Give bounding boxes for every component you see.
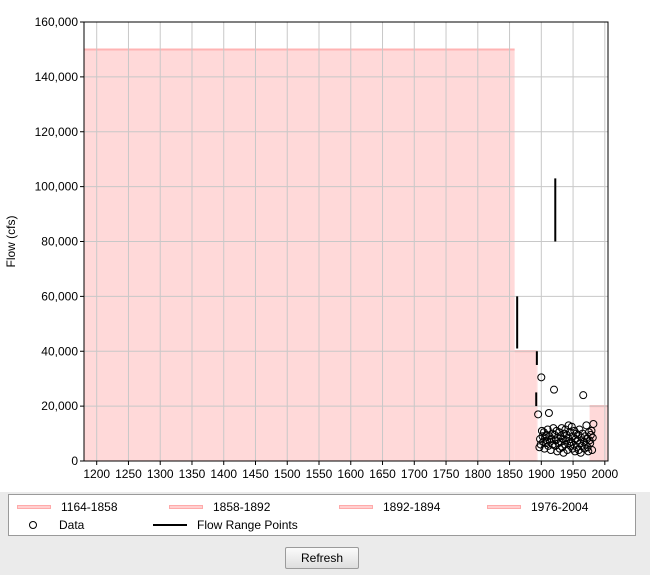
x-tick-label-7: 1550: [306, 467, 333, 481]
data-point-86: [588, 433, 597, 442]
legend-item-period-2: 1858-1892: [169, 498, 270, 516]
threshold-area-1: [84, 49, 515, 461]
refresh-button[interactable]: Refresh: [285, 547, 359, 569]
legend-label-period-2: 1858-1892: [213, 500, 271, 514]
x-tick-label-11: 1750: [433, 467, 460, 481]
y-axis-title: Flow (cfs): [4, 216, 18, 268]
x-tick-label-9: 1650: [369, 467, 396, 481]
data-point-79: [584, 447, 593, 456]
legend-label-period-4: 1976-2004: [531, 500, 589, 514]
chart-area: 1200 1250 1300 1350 1400 1450 1500 1550 1600 1650…: [0, 0, 650, 492]
legend-swatch-period-1: [17, 505, 51, 509]
y-tick-label-4: 80,000: [41, 235, 78, 249]
flow-chart: 1200 1250 1300 1350 1400 1450 1500 1550 1600 1650…: [4, 15, 618, 481]
x-tick-label-15: 1950: [560, 467, 587, 481]
legend-swatch-period-2: [169, 505, 203, 509]
x-tick-label-10: 1700: [401, 467, 428, 481]
data-point-3: [544, 408, 553, 417]
data-point-9: [537, 426, 546, 435]
legend-swatch-period-4: [487, 505, 521, 509]
legend-item-period-3: 1892-1894: [339, 498, 440, 516]
x-tick-label-3: 1350: [179, 467, 206, 481]
x-tick-label-0: 1200: [83, 467, 110, 481]
legend-item-data: Data: [17, 516, 84, 534]
y-tick-label-3: 60,000: [41, 289, 78, 303]
x-tick-label-14: 1900: [528, 467, 555, 481]
x-tick-label-4: 1400: [210, 467, 237, 481]
data-point-70: [577, 441, 586, 450]
y-tick-label-2: 40,000: [41, 344, 78, 358]
legend-label-period-3: 1892-1894: [383, 500, 441, 514]
x-tick-label-16: 2000: [591, 467, 618, 481]
y-tick-label-5: 100,000: [35, 180, 79, 194]
x-tick-label-2: 1300: [147, 467, 174, 481]
x-tick-label-13: 1850: [496, 467, 523, 481]
data-marker-icon: [29, 521, 37, 529]
y-tick-label-6: 120,000: [35, 125, 79, 139]
y-tick-label-0: 0: [71, 454, 78, 468]
legend-item-period-4: 1976-2004: [487, 498, 588, 516]
x-tick-label-6: 1500: [274, 467, 301, 481]
y-tick-label-1: 20,000: [41, 399, 78, 413]
data-point-87: [589, 419, 598, 428]
legend-label-flow-range: Flow Range Points: [197, 518, 298, 532]
x-tick-label-1: 1250: [115, 467, 142, 481]
flow-range-line-icon: [153, 524, 187, 526]
data-point-85: [588, 446, 597, 455]
data-point-1: [534, 410, 543, 419]
legend-item-period-1: 1164-1858: [17, 498, 118, 516]
x-tick-label-5: 1450: [242, 467, 269, 481]
data-point-4: [550, 385, 559, 394]
legend-item-flow-range: Flow Range Points: [153, 516, 298, 534]
data-point-2: [537, 373, 546, 382]
y-tick-label-8: 160,000: [35, 15, 79, 29]
legend-label-data: Data: [59, 518, 85, 532]
data-point-60: [571, 435, 580, 444]
data-point-5: [579, 391, 588, 400]
legend-label-period-1: 1164-1858: [61, 500, 118, 514]
x-tick-label-12: 1800: [464, 467, 491, 481]
data-point-69: [577, 433, 586, 442]
x-tick-label-8: 1600: [337, 467, 364, 481]
data-point-59: [570, 447, 579, 456]
data-point-54: [567, 422, 576, 431]
y-tick-label-7: 140,000: [35, 70, 79, 84]
legend: 1164-1858 1858-1892 1892-1894 1976-2004 …: [8, 494, 636, 536]
legend-swatch-period-3: [339, 505, 373, 509]
